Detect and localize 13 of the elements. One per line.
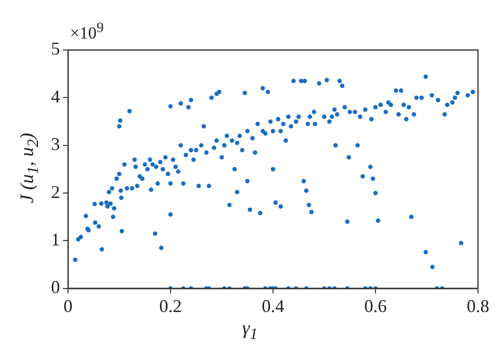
x-tick-label: 0 [64,296,72,316]
x-tick-label: 0.4 [262,296,284,316]
y-tick-label: 4 [51,86,60,106]
y-tick-label: 5 [51,38,60,59]
y-tick-label: 0 [51,277,60,298]
x-tick-label: 0.8 [466,296,490,316]
x-axis-title: γ$_{1}$ [241,318,259,344]
x-tick-label: 0.6 [364,296,387,316]
text: ×10$^{9}$ [70,20,104,44]
x-tick-label: 0.2 [159,296,182,316]
y-tick-label: 1 [51,229,60,250]
y-tick-label: 3 [51,134,60,154]
y-tick-label: 2 [51,182,60,202]
